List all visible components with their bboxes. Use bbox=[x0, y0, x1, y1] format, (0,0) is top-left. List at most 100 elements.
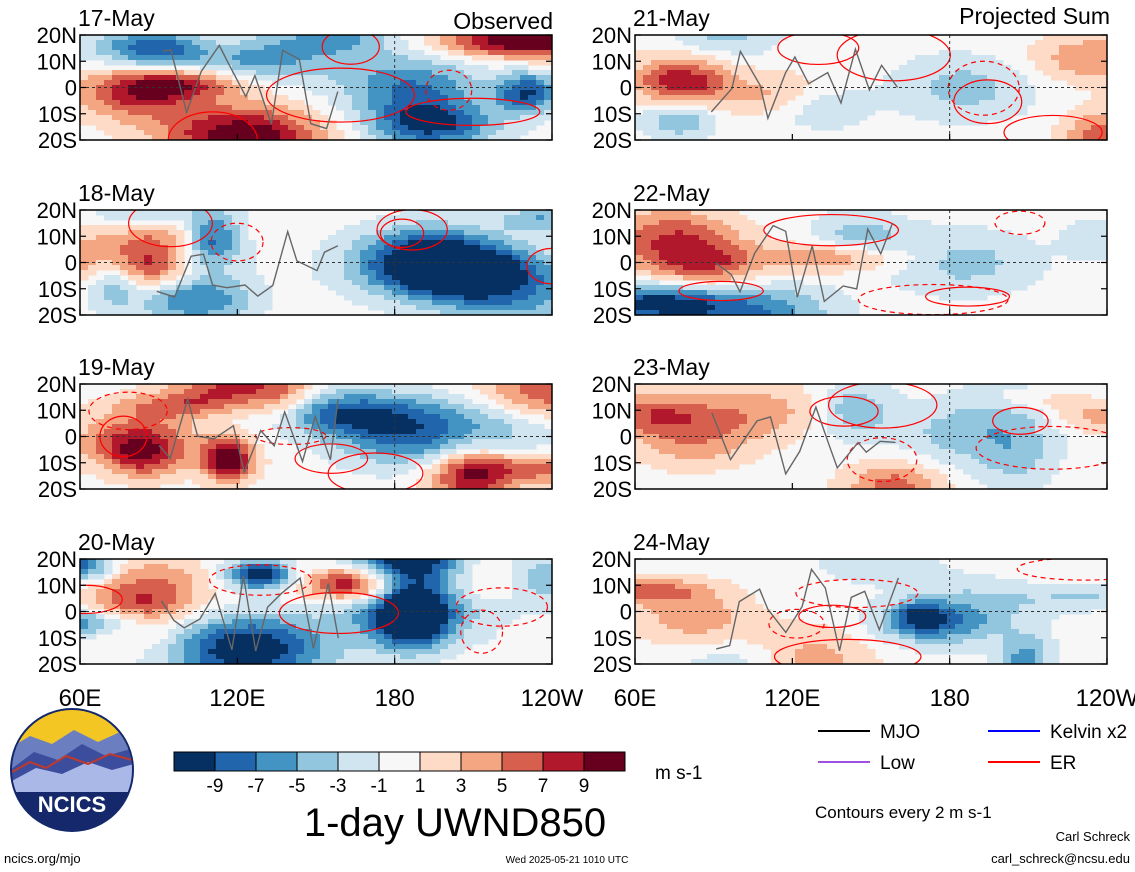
colorbar: -9 -7 -5 -3 -1 1 3 5 7 9 bbox=[173, 751, 626, 797]
colorbar-swatch bbox=[501, 751, 544, 772]
y-tick-label: 20N bbox=[592, 198, 632, 223]
y-tick-label: 20S bbox=[38, 303, 77, 328]
legend-label: MJO bbox=[880, 722, 920, 743]
colorbar-swatch bbox=[173, 751, 216, 772]
y-tick-label: 0 bbox=[65, 76, 77, 101]
colorbar-swatch bbox=[460, 751, 503, 772]
x-tick-label: 120E bbox=[209, 685, 265, 712]
legend-label: Low bbox=[880, 753, 915, 774]
y-tick-label: 0 bbox=[620, 425, 632, 450]
colorbar-label: -1 bbox=[371, 776, 388, 797]
chart-title: 1-day UWND850 bbox=[304, 801, 606, 845]
column-title-observed: Observed bbox=[453, 8, 553, 34]
y-tick-label: 20S bbox=[38, 477, 77, 502]
y-tick-label: 20N bbox=[592, 547, 632, 572]
y-tick-label: 0 bbox=[620, 600, 632, 625]
colorbar-swatch bbox=[378, 751, 421, 772]
y-tick-label: 10S bbox=[593, 451, 632, 476]
y-tick-label: 10N bbox=[592, 49, 632, 74]
y-tick-label: 10N bbox=[37, 573, 77, 598]
y-tick-label: 20S bbox=[593, 303, 632, 328]
colorbar-swatch bbox=[214, 751, 257, 772]
panels-group: 20N10N010S20S17-May20N10N010S20S18-May20… bbox=[37, 5, 1108, 677]
y-tick-label: 10S bbox=[38, 451, 77, 476]
y-tick-label: 20S bbox=[593, 652, 632, 677]
x-tick-label: 180 bbox=[375, 685, 415, 712]
contour-note: Contours every 2 m s-1 bbox=[815, 803, 992, 822]
colorbar-swatch bbox=[542, 751, 585, 772]
y-tick-label: 10N bbox=[592, 573, 632, 598]
y-tick-label: 20S bbox=[593, 477, 632, 502]
panel-date-label: 23-May bbox=[633, 354, 710, 380]
legend-label: Kelvin x2 bbox=[1050, 722, 1127, 743]
panel-date-label: 19-May bbox=[78, 354, 155, 380]
colorbar-label: 7 bbox=[538, 776, 549, 797]
y-tick-label: 0 bbox=[620, 251, 632, 276]
column-title-projected: Projected Sum bbox=[959, 3, 1110, 29]
y-tick-label: 10S bbox=[38, 102, 77, 127]
colorbar-label: -3 bbox=[330, 776, 347, 797]
colorbar-swatch bbox=[296, 751, 339, 772]
colorbar-label: 5 bbox=[497, 776, 508, 797]
colorbar-swatch bbox=[337, 751, 380, 772]
colorbar-label: -9 bbox=[207, 776, 224, 797]
colorbar-swatch bbox=[255, 751, 298, 772]
y-tick-label: 20N bbox=[37, 23, 77, 48]
y-tick-label: 20S bbox=[593, 128, 632, 153]
y-tick-label: 10S bbox=[593, 626, 632, 651]
ncics-logo[interactable]: NCICS bbox=[10, 708, 134, 832]
y-tick-label: 20N bbox=[592, 23, 632, 48]
y-tick-label: 20N bbox=[592, 372, 632, 397]
x-tick-label: 60E bbox=[59, 685, 102, 712]
legend-label: ER bbox=[1050, 753, 1076, 774]
colorbar-swatch bbox=[583, 751, 626, 772]
x-tick-label: 120W bbox=[1076, 685, 1135, 712]
colorbar-label: 9 bbox=[579, 776, 590, 797]
footer-timestamp: Wed 2025-05-21 1010 UTC bbox=[506, 855, 629, 866]
footer-email[interactable]: carl_schreck@ncsu.edu bbox=[991, 851, 1130, 866]
y-tick-label: 20N bbox=[37, 372, 77, 397]
y-tick-label: 10S bbox=[38, 626, 77, 651]
y-tick-label: 0 bbox=[65, 600, 77, 625]
legend: MJO Kelvin x2 Low ER bbox=[818, 722, 1127, 774]
y-tick-label: 0 bbox=[65, 251, 77, 276]
y-tick-label: 10N bbox=[592, 398, 632, 423]
colorbar-unit: m s-1 bbox=[655, 763, 703, 784]
panel-date-label: 20-May bbox=[78, 529, 155, 555]
x-tick-label: 120E bbox=[764, 685, 820, 712]
panel-date-label: 17-May bbox=[78, 5, 155, 31]
y-tick-label: 20S bbox=[38, 128, 77, 153]
colorbar-label: 1 bbox=[415, 776, 426, 797]
y-tick-label: 0 bbox=[65, 425, 77, 450]
y-tick-label: 20N bbox=[37, 547, 77, 572]
x-tick-label: 120W bbox=[521, 685, 584, 712]
footer-author: Carl Schreck bbox=[1056, 829, 1131, 844]
y-tick-label: 10N bbox=[592, 224, 632, 249]
y-tick-label: 10N bbox=[37, 49, 77, 74]
y-tick-label: 0 bbox=[620, 76, 632, 101]
y-tick-label: 10S bbox=[593, 277, 632, 302]
x-tick-label: 180 bbox=[930, 685, 970, 712]
colorbar-label: -5 bbox=[289, 776, 306, 797]
panel-date-label: 21-May bbox=[633, 5, 710, 31]
y-tick-label: 20S bbox=[38, 652, 77, 677]
y-tick-label: 10N bbox=[37, 398, 77, 423]
colorbar-label: -7 bbox=[248, 776, 265, 797]
x-tick-labels: 60E 120E 180 120W 60E 120E 180 120W bbox=[59, 685, 1135, 712]
logo-text: NCICS bbox=[38, 792, 106, 817]
footer-url[interactable]: ncics.org/mjo bbox=[4, 851, 81, 866]
panel-date-label: 18-May bbox=[78, 180, 155, 206]
y-tick-label: 10S bbox=[38, 277, 77, 302]
panel-date-label: 24-May bbox=[633, 529, 710, 555]
panel-date-label: 22-May bbox=[633, 180, 710, 206]
y-tick-label: 10S bbox=[593, 102, 632, 127]
